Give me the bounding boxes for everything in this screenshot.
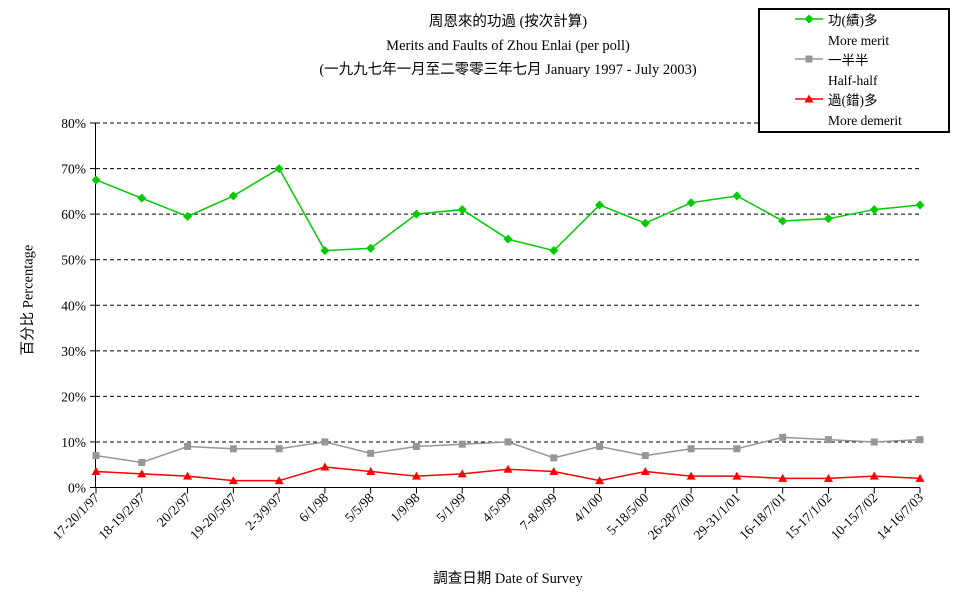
series-more-merit xyxy=(91,164,925,256)
svg-text:20/2/97: 20/2/97 xyxy=(154,490,194,530)
svg-text:5-18/5/00: 5-18/5/00 xyxy=(604,490,652,538)
svg-text:1/9/98: 1/9/98 xyxy=(388,490,423,525)
svg-text:5/5/98: 5/5/98 xyxy=(342,490,377,525)
svg-text:19-20/5/97: 19-20/5/97 xyxy=(187,490,240,543)
legend-label-en: More demerit xyxy=(828,113,902,128)
legend-item-more-demerit: 過(錯)多 xyxy=(760,91,948,111)
x-axis-title: 調查日期 Date of Survey xyxy=(433,571,583,587)
svg-text:10%: 10% xyxy=(61,435,86,450)
legend-item-more-merit-en: More merit xyxy=(760,31,948,51)
svg-text:50%: 50% xyxy=(61,253,86,268)
svg-text:26-28/7/00: 26-28/7/00 xyxy=(645,490,698,543)
legend-label-en: More merit xyxy=(828,33,890,48)
svg-text:5/1/99: 5/1/99 xyxy=(433,490,468,525)
legend-item-more-merit: 功(績)多 xyxy=(760,11,948,31)
svg-text:16-18/7/01: 16-18/7/01 xyxy=(736,490,789,543)
svg-text:60%: 60% xyxy=(61,207,86,222)
svg-text:80%: 80% xyxy=(61,116,86,131)
legend: 功(績)多 More merit 一半半 Half-half 過(錯)多 Mor… xyxy=(758,8,950,133)
legend-item-more-demerit-en: More demerit xyxy=(760,111,948,131)
svg-text:7-8/9/99: 7-8/9/99 xyxy=(517,490,560,533)
svg-text:18-19/2/97: 18-19/2/97 xyxy=(95,490,148,543)
svg-text:15-17/1/02: 15-17/1/02 xyxy=(782,490,835,543)
svg-text:10-15/7/02: 10-15/7/02 xyxy=(828,490,881,543)
legend-label-zh: 功(績)多 xyxy=(828,13,878,28)
svg-text:14-16/7/03: 14-16/7/03 xyxy=(874,490,927,543)
svg-text:17-20/1/97: 17-20/1/97 xyxy=(50,490,103,543)
legend-item-half-half-en: Half-half xyxy=(760,71,948,91)
svg-text:0%: 0% xyxy=(68,481,86,496)
chart-title-line2: Merits and Faults of Zhou Enlai (per pol… xyxy=(386,38,630,54)
series-more-demerit xyxy=(91,462,925,485)
y-axis-title: 百分比 Percentage xyxy=(20,244,37,356)
svg-text:2-3/9/97: 2-3/9/97 xyxy=(242,490,285,533)
legend-label-zh: 一半半 xyxy=(828,53,869,68)
svg-text:4/1/00: 4/1/00 xyxy=(571,490,606,525)
half-half-line-marker-icon xyxy=(795,51,823,71)
series-half-half xyxy=(92,433,924,466)
gridlines xyxy=(96,122,920,443)
chart-title-line1: 周恩來的功過 (按次計算) xyxy=(428,14,588,30)
svg-text:30%: 30% xyxy=(61,344,86,359)
svg-text:6/1/98: 6/1/98 xyxy=(296,490,331,525)
chart-title-line3: (一九九七年一月至二零零三年七月 January 1997 - July 200… xyxy=(319,62,697,78)
svg-text:40%: 40% xyxy=(61,298,86,313)
chart-title: 周恩來的功過 (按次計算) Merits and Faults of Zhou … xyxy=(96,10,920,82)
svg-text:20%: 20% xyxy=(61,389,86,404)
svg-text:70%: 70% xyxy=(61,162,86,177)
y-tick-labels: 0% 10% 20% 30% 40% 50% 60% 70% 80% xyxy=(61,116,86,496)
more-demerit-line-marker-icon xyxy=(795,91,823,111)
legend-label-zh: 過(錯)多 xyxy=(828,93,878,108)
svg-text:29-31/1/01: 29-31/1/01 xyxy=(691,490,744,543)
legend-label-en: Half-half xyxy=(828,73,878,88)
legend-item-half-half: 一半半 xyxy=(760,51,948,71)
more-merit-line-marker-icon xyxy=(795,11,823,31)
svg-text:4/5/99: 4/5/99 xyxy=(479,490,514,525)
